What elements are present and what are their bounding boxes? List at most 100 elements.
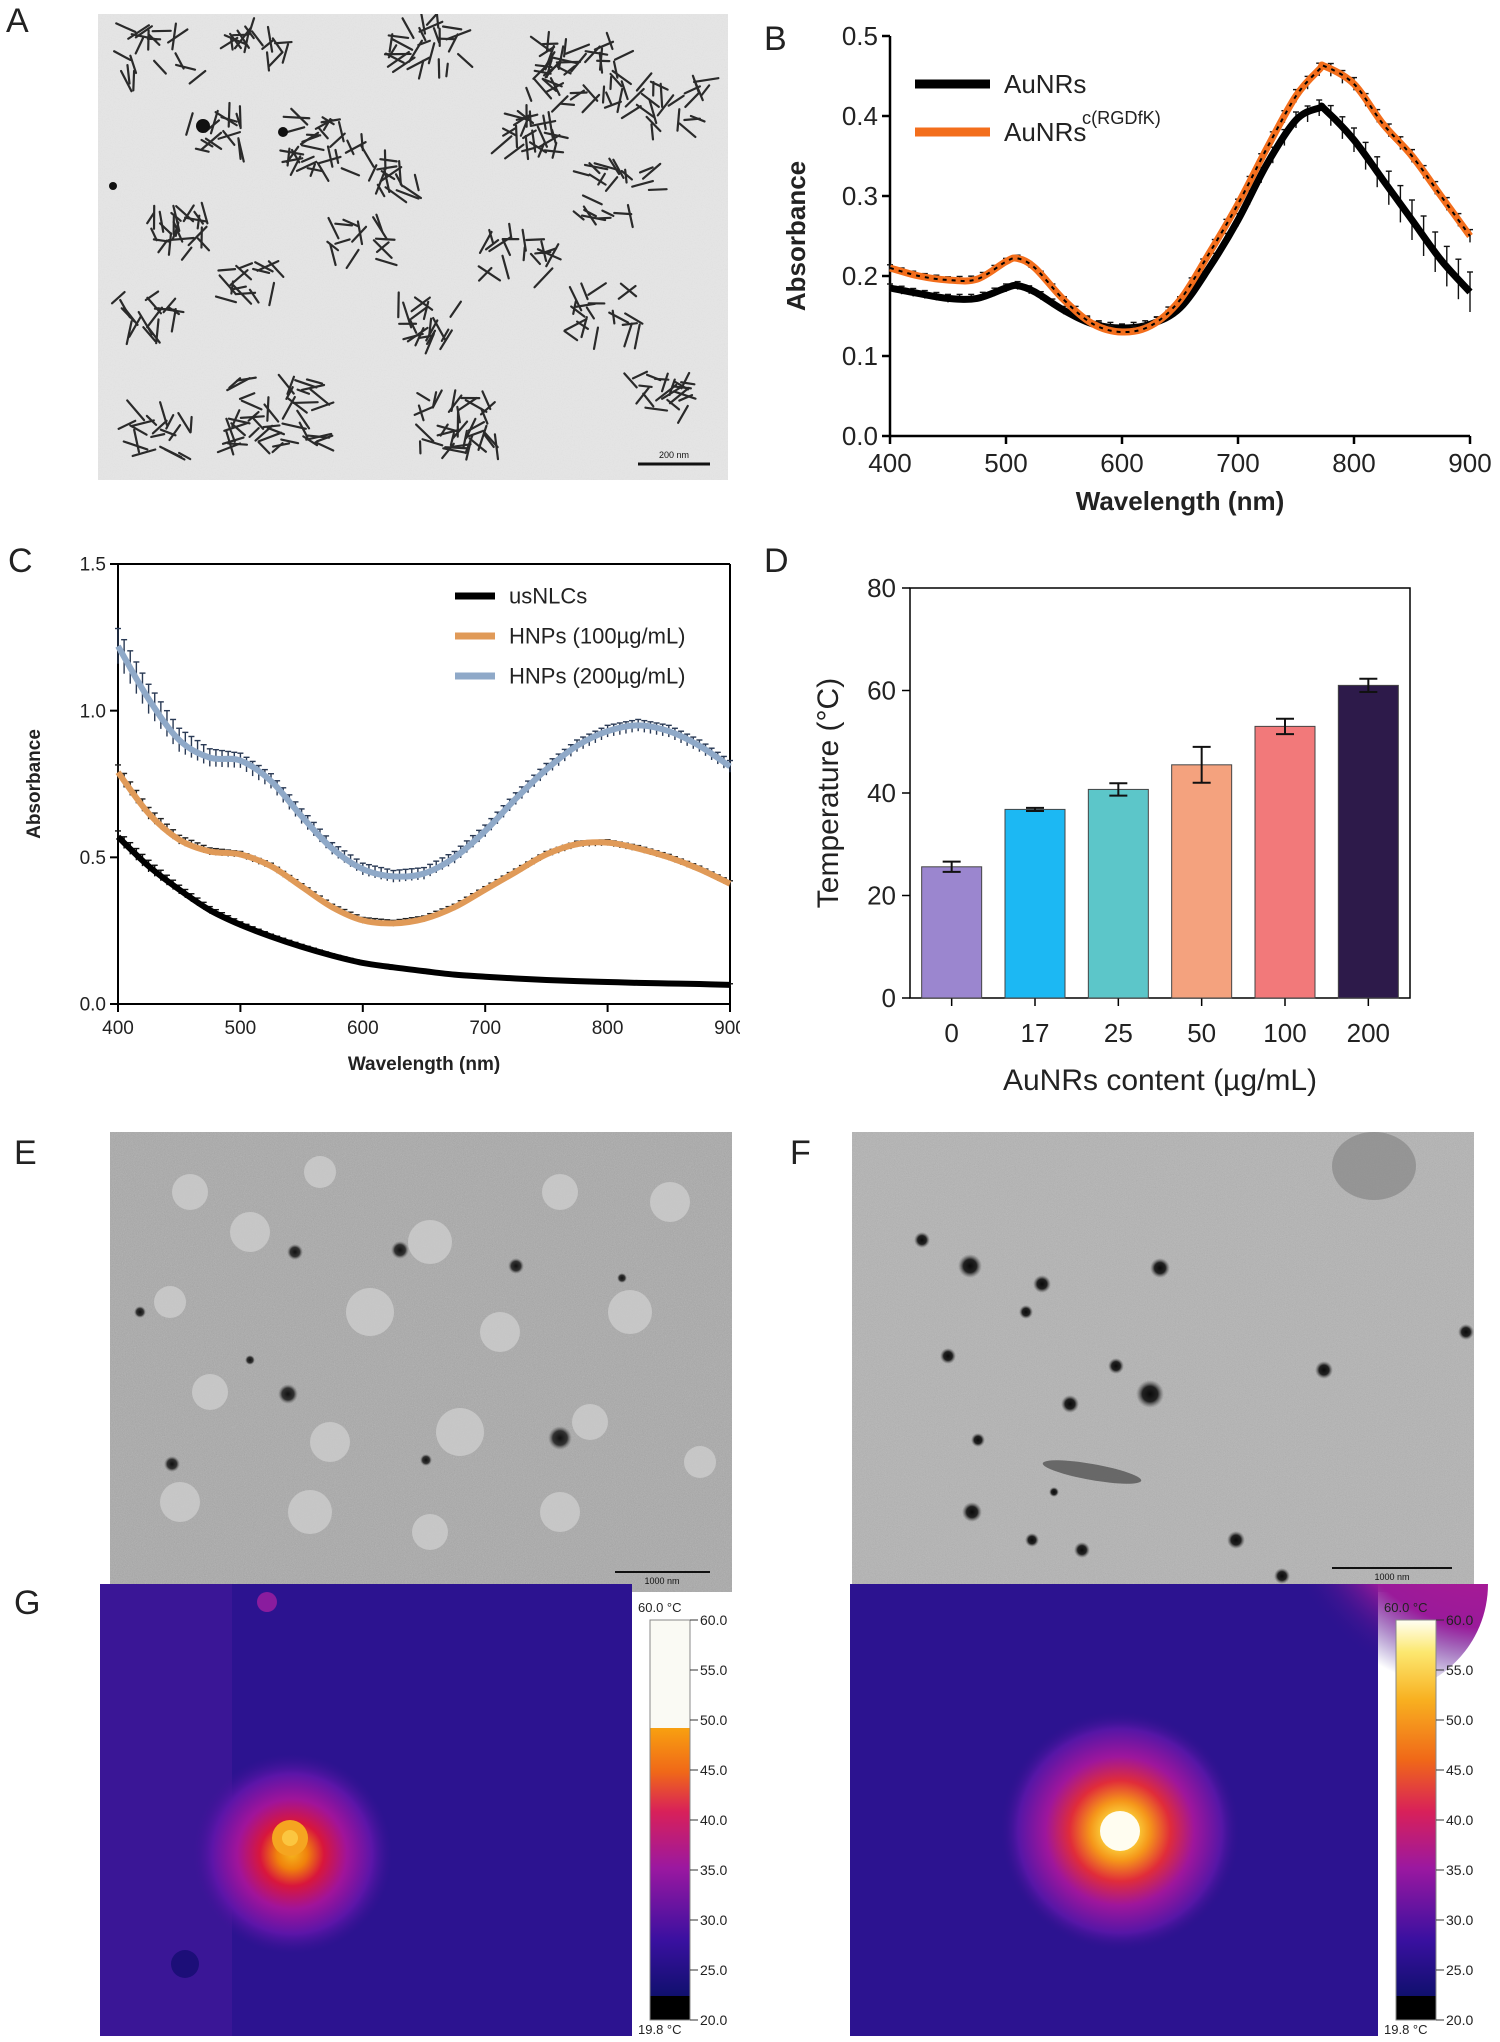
nanoparticle-cluster bbox=[134, 1156, 716, 1550]
nanorod bbox=[477, 424, 488, 451]
nanorod bbox=[633, 323, 641, 350]
nanorod bbox=[540, 240, 548, 263]
nanorod bbox=[130, 33, 159, 41]
nanorod bbox=[374, 237, 396, 241]
nanorod bbox=[171, 22, 177, 51]
nanorod bbox=[468, 437, 488, 453]
nanorod bbox=[642, 392, 655, 408]
nanorod bbox=[444, 446, 470, 450]
nanorod bbox=[533, 78, 553, 100]
colorbar-tick-label: 55.0 bbox=[700, 1662, 727, 1678]
nanorod bbox=[225, 430, 235, 456]
light-domain bbox=[408, 1220, 452, 1264]
nanorod bbox=[536, 248, 562, 261]
panel-label-f: F bbox=[790, 1134, 811, 1172]
nanorod bbox=[542, 114, 547, 131]
nanorod bbox=[465, 430, 483, 439]
nanorod bbox=[557, 45, 565, 70]
nanorod bbox=[292, 401, 319, 405]
legend-label: AuNRs bbox=[1004, 69, 1086, 99]
nanorod bbox=[631, 370, 649, 380]
panel-label-g: G bbox=[14, 1584, 41, 1622]
nanorod bbox=[214, 111, 238, 127]
nanorod bbox=[122, 440, 149, 451]
nanorod bbox=[294, 379, 318, 389]
nanorod bbox=[544, 44, 555, 71]
particle bbox=[1049, 1487, 1059, 1497]
nanorod bbox=[327, 216, 340, 240]
particle bbox=[391, 1241, 409, 1259]
series-0: AuNRs bbox=[887, 69, 1473, 332]
nanorod bbox=[188, 69, 207, 85]
panel-label-b: B bbox=[764, 20, 787, 58]
nanorod bbox=[217, 131, 242, 140]
nanorod bbox=[563, 65, 576, 76]
panel-label-d: D bbox=[764, 542, 789, 580]
light-domain bbox=[192, 1374, 228, 1410]
nanorod bbox=[529, 252, 542, 266]
nanorod bbox=[159, 428, 177, 437]
nanorod bbox=[533, 267, 554, 289]
nanorod bbox=[552, 56, 579, 65]
colorbar-tick-label: 60.0 bbox=[700, 1612, 727, 1628]
nanorod bbox=[635, 72, 653, 92]
nanorod bbox=[296, 409, 311, 430]
y-tick-label: 20 bbox=[867, 881, 896, 911]
nanorod bbox=[322, 118, 332, 131]
series-dash bbox=[889, 64, 1471, 334]
nanorod bbox=[452, 420, 469, 439]
nanorod bbox=[401, 17, 415, 40]
nanorod bbox=[150, 227, 158, 242]
nanorod bbox=[640, 92, 660, 108]
nanorod bbox=[286, 396, 308, 414]
nanorod bbox=[167, 232, 173, 256]
nanorod bbox=[645, 373, 662, 382]
nanorod bbox=[372, 239, 393, 259]
colorbar-tick-label: 40.0 bbox=[1446, 1812, 1473, 1828]
nanorod bbox=[128, 315, 143, 338]
nanorod bbox=[549, 77, 561, 97]
nanorod bbox=[277, 373, 295, 395]
nanorod bbox=[367, 164, 378, 182]
nanorod bbox=[225, 417, 236, 443]
nanorod bbox=[159, 445, 183, 459]
nanorod bbox=[132, 69, 136, 92]
nanorod bbox=[384, 186, 408, 204]
light-domain bbox=[542, 1174, 578, 1210]
nanorod bbox=[604, 176, 619, 192]
nanorod bbox=[174, 63, 197, 71]
bars bbox=[921, 677, 1399, 999]
nanorod bbox=[374, 170, 386, 195]
colorbar-tick-label: 45.0 bbox=[1446, 1762, 1473, 1778]
panel-label-e: E bbox=[14, 1134, 37, 1172]
particle bbox=[1136, 1380, 1164, 1408]
nanorod bbox=[581, 93, 601, 114]
nanorod bbox=[408, 318, 418, 334]
nanorod bbox=[127, 24, 150, 40]
tem-image-e: 1000 nm bbox=[110, 1132, 732, 1592]
nanorod bbox=[580, 316, 588, 339]
nanorod bbox=[281, 43, 290, 64]
nanorod bbox=[572, 300, 577, 315]
particle bbox=[1074, 1542, 1090, 1558]
nanorod bbox=[229, 36, 234, 51]
nanorod bbox=[575, 320, 590, 331]
nanorod bbox=[431, 391, 438, 409]
nanorod bbox=[605, 91, 613, 106]
nanorod bbox=[521, 146, 537, 153]
particle bbox=[134, 1306, 146, 1318]
nanorod bbox=[564, 43, 591, 55]
legend-label: AuNRs bbox=[1004, 117, 1086, 147]
nanorod bbox=[113, 50, 132, 62]
nanorod bbox=[534, 250, 552, 255]
nanorod bbox=[504, 143, 525, 160]
nanorod bbox=[165, 414, 175, 430]
nanorod bbox=[617, 284, 637, 300]
nanorod bbox=[413, 405, 435, 416]
nanorod bbox=[217, 268, 237, 272]
nanorod bbox=[204, 137, 223, 151]
scale-bar-label-f: 1000 nm bbox=[1374, 1572, 1409, 1582]
nanorod bbox=[167, 236, 195, 242]
nanorod bbox=[177, 412, 192, 434]
nanorod bbox=[501, 254, 510, 280]
